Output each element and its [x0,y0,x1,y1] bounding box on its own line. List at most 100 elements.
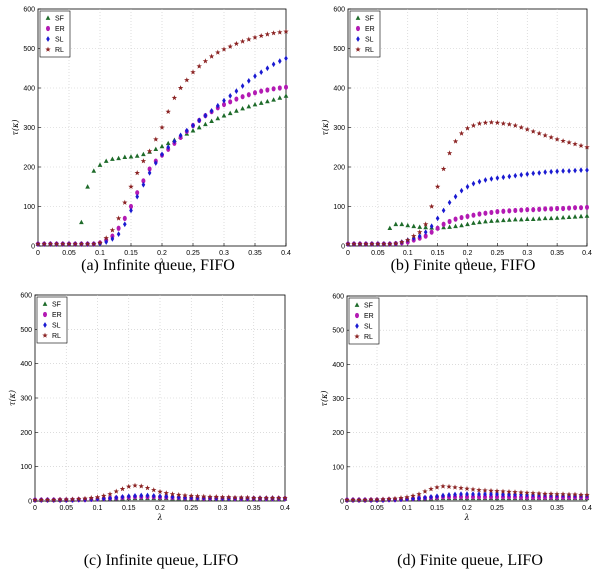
data-point [393,240,399,246]
data-point [512,489,518,495]
legend: SF ER SL RL [39,10,71,58]
data-point [447,199,452,206]
data-point [578,142,584,148]
data-point [89,496,94,503]
legend-box [36,296,68,344]
x-tick-label: 0.05 [62,250,76,257]
y-tick-label: 200 [332,430,344,437]
data-point [477,211,482,217]
data-point [548,134,554,140]
data-point [536,216,542,221]
x-tick-label: 0.1 [402,505,412,512]
y-tick-label: 200 [20,430,32,437]
data-point [554,215,560,220]
data-point [506,121,513,127]
data-point [470,486,476,492]
data-point [114,494,119,501]
data-point [183,494,187,501]
data-point [253,90,257,96]
data-point [500,488,506,494]
x-tick-label: 0.15 [124,250,138,257]
data-point [584,213,590,218]
x-tick-label: 0 [36,250,40,257]
legend-marker-er [356,25,360,32]
data-point [501,208,506,214]
legend-marker-er [43,311,47,318]
data-point [405,496,409,502]
data-point [584,144,590,150]
data-point [122,154,128,159]
legend-marker-rl [354,333,360,339]
data-point [392,495,398,501]
data-point [356,497,362,503]
x-tick-label: 0.05 [370,505,384,512]
data-point [171,95,178,101]
data-point [234,88,239,95]
data-point [417,233,422,239]
data-point [423,224,429,230]
data-point [506,488,512,495]
data-point [453,193,458,200]
x-tick-label: 0.3 [218,505,228,512]
legend-marker-sf [355,15,361,20]
y-tick-label: 600 [332,294,344,301]
x-tick-label: 0.15 [122,505,136,512]
data-point [404,494,410,500]
data-point [536,130,542,136]
data-point [399,239,405,245]
data-point [351,241,357,247]
data-point [530,216,536,221]
data-point [116,155,121,161]
data-point [153,136,159,142]
y-tick-label: 600 [23,7,35,14]
data-point [197,117,202,124]
data-point [101,495,106,502]
data-point [441,224,446,230]
data-point [543,169,547,175]
data-point [519,207,524,213]
data-point [76,496,82,502]
data-point [369,241,375,247]
data-point [259,69,264,76]
x-tick-label: 0.2 [462,505,472,512]
data-point [108,495,112,502]
data-point [63,496,69,502]
data-point [271,61,276,68]
data-point [139,492,144,499]
data-point [560,491,566,497]
data-point [549,168,553,175]
data-point [471,491,475,498]
x-tick-label: 0.05 [59,505,73,512]
data-point [284,55,288,62]
data-point [277,95,283,100]
y-tick-label: 200 [23,165,35,172]
data-point [194,493,201,499]
series-rl [344,483,590,503]
data-point [239,38,246,44]
data-point [97,162,103,167]
data-point [488,119,495,125]
data-point [417,224,423,229]
data-point [277,29,283,35]
data-point [447,491,451,498]
data-point [132,482,138,488]
series-rl [32,482,288,503]
data-point [489,218,494,223]
data-point [201,495,206,501]
data-point [177,85,184,91]
data-point [495,218,500,223]
data-point [459,187,464,194]
x-tick-label: 0.35 [247,505,261,512]
panel-caption: (d) Finite queue, LIFO [397,552,543,569]
data-point [94,494,101,500]
x-tick-label: 0.15 [431,250,445,257]
data-point [423,494,427,501]
x-tick-label: 0.2 [157,250,167,257]
data-point [387,225,393,231]
data-point [51,497,57,503]
data-point [573,167,577,174]
data-point [525,171,530,177]
data-point [147,166,152,172]
data-point [501,217,506,223]
data-point [146,148,153,154]
